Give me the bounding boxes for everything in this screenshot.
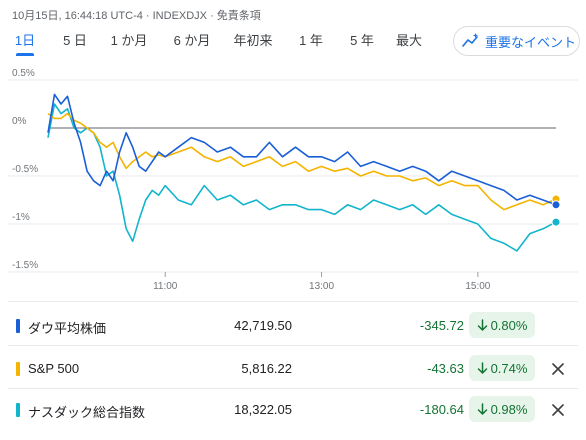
arrow-down-icon bbox=[477, 361, 488, 375]
series-line-nasdaq bbox=[47, 103, 557, 252]
y-tick-label: -1.5% bbox=[12, 260, 38, 271]
series-end-point-nasdaq bbox=[551, 217, 561, 227]
series-color-swatch bbox=[16, 319, 20, 333]
close-icon bbox=[552, 404, 564, 416]
y-tick-label: 0.5% bbox=[12, 68, 35, 79]
y-tick-label: -1% bbox=[12, 212, 30, 223]
time-range-tabs: 1日 5 日 1 か月 6 か月 年初来 1 年 5 年 最大 bbox=[0, 30, 586, 56]
price-chart[interactable]: 0.5% 0% -0.5% -1% -1.5% 11:00 13:00 15:00 bbox=[0, 66, 586, 300]
index-change: -345.72 bbox=[419, 318, 464, 333]
arrow-down-icon bbox=[477, 318, 488, 332]
series-color-swatch bbox=[16, 362, 20, 376]
x-tick-label: 13:00 bbox=[309, 281, 334, 292]
range-tab[interactable]: 年初来 bbox=[233, 33, 273, 48]
spark-timeline-icon bbox=[462, 32, 480, 50]
remove-comparison-button[interactable] bbox=[548, 400, 568, 420]
index-name: ダウ平均株価 bbox=[28, 321, 107, 336]
series-end-point-dow bbox=[551, 200, 561, 210]
series-color-swatch bbox=[16, 403, 20, 417]
index-value: 18,322.05 bbox=[234, 402, 292, 417]
y-tick-label: -0.5% bbox=[12, 164, 38, 175]
row-divider bbox=[8, 345, 578, 346]
percent-change-badge: 0.98% bbox=[469, 396, 535, 422]
index-change: -43.63 bbox=[427, 361, 464, 376]
range-tab[interactable]: 1 か月 bbox=[110, 33, 148, 48]
x-tick-label: 11:00 bbox=[153, 281, 178, 292]
key-events-button[interactable]: 重要なイベント bbox=[453, 26, 580, 56]
index-name: ナスダック総合指数 bbox=[28, 405, 146, 420]
index-value: 5,816.22 bbox=[241, 361, 292, 376]
percent-change-badge: 0.74% bbox=[469, 355, 535, 381]
range-tab[interactable]: 5 日 bbox=[63, 33, 87, 48]
percent-change-value: 0.74% bbox=[490, 360, 528, 376]
range-tab[interactable]: 5 年 bbox=[350, 33, 374, 48]
range-tab[interactable]: 最大 bbox=[395, 33, 422, 48]
range-tab[interactable]: 1 年 bbox=[299, 33, 323, 48]
index-name: S&P 500 bbox=[28, 361, 80, 376]
index-change: -180.64 bbox=[419, 402, 464, 417]
series-line-sp500 bbox=[47, 112, 557, 211]
chart-svg: 0.5% 0% -0.5% -1% -1.5% 11:00 13:00 15:00 bbox=[8, 68, 578, 292]
row-divider bbox=[8, 301, 578, 302]
index-row[interactable]: ナスダック総合指数 18,322.05 -180.64 0.98% bbox=[0, 392, 586, 430]
y-tick-label: 0% bbox=[12, 116, 27, 127]
index-value: 42,719.50 bbox=[234, 318, 292, 333]
index-row[interactable]: ダウ平均株価 42,719.50 -345.72 0.80% bbox=[0, 308, 586, 346]
arrow-down-icon bbox=[477, 402, 488, 416]
close-icon bbox=[552, 363, 564, 375]
range-tab[interactable]: 6 か月 bbox=[173, 33, 211, 48]
remove-comparison-button[interactable] bbox=[548, 359, 568, 379]
percent-change-badge: 0.80% bbox=[469, 312, 535, 338]
series-line-dow bbox=[47, 93, 557, 206]
percent-change-value: 0.80% bbox=[490, 317, 528, 333]
x-tick-label: 15:00 bbox=[465, 281, 490, 292]
quote-meta: 10月15日, 16:44:18 UTC-4 · INDEXDJX · 免責条項 bbox=[12, 10, 261, 22]
row-divider bbox=[8, 388, 578, 389]
key-events-label: 重要なイベント bbox=[485, 34, 577, 50]
index-row[interactable]: S&P 500 5,816.22 -43.63 0.74% bbox=[0, 351, 586, 389]
percent-change-value: 0.98% bbox=[490, 401, 528, 417]
range-tab[interactable]: 1日 bbox=[14, 30, 36, 56]
